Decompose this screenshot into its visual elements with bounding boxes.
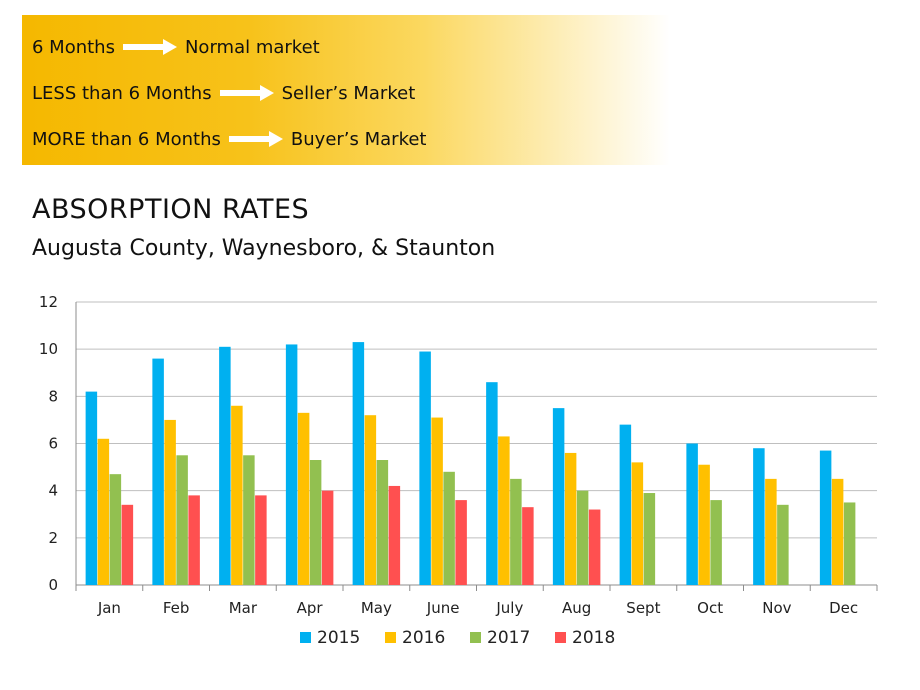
y-tick-label: 4 — [48, 482, 58, 500]
rule-result: Buyer’s Market — [290, 128, 427, 150]
y-tick-label: 2 — [48, 529, 58, 547]
x-tick-label: July — [495, 599, 523, 617]
bar-2015-Jan — [85, 391, 98, 585]
bar-2017-Nov — [777, 504, 789, 585]
legend-label-2016: 2016 — [402, 628, 445, 648]
market-legend-banner: 6 Months Normal market LESS than 6 Month… — [22, 15, 670, 165]
bar-2018-June — [455, 500, 467, 585]
x-tick-label: Sept — [626, 599, 660, 617]
x-tick-label: Aug — [562, 599, 591, 617]
rule-result: Normal market — [184, 36, 320, 58]
y-tick-label: 10 — [39, 340, 58, 358]
bar-2015-Sept — [619, 424, 632, 585]
bar-2016-Apr — [297, 412, 310, 585]
rule-condition: MORE than 6 Months — [32, 128, 221, 150]
bar-2015-Oct — [686, 443, 698, 585]
legend-swatch-2015 — [300, 632, 311, 643]
bar-2016-Sept — [631, 462, 644, 585]
right-arrow-icon — [219, 85, 274, 101]
bar-2016-Nov — [765, 478, 777, 585]
bar-2017-Oct — [710, 500, 722, 585]
legend-label-2017: 2017 — [487, 628, 530, 648]
legend-swatch-2018 — [555, 632, 566, 643]
legend-label-2018: 2018 — [572, 628, 615, 648]
x-tick-label: May — [361, 599, 392, 617]
bar-2015-June — [419, 351, 431, 585]
x-tick-label: Apr — [297, 599, 324, 617]
bar-2018-July — [522, 507, 534, 585]
legend-swatch-2016 — [385, 632, 396, 643]
bar-2017-Jan — [109, 474, 122, 585]
bar-2015-Dec — [819, 450, 832, 585]
bar-2015-Mar — [219, 346, 231, 585]
bar-2017-Aug — [576, 490, 589, 585]
bar-2015-Aug — [552, 408, 565, 585]
bar-2016-Mar — [231, 405, 243, 585]
x-tick-label: Nov — [762, 599, 791, 617]
x-tick-label: Dec — [829, 599, 858, 617]
right-arrow-icon — [122, 39, 177, 55]
rule-result: Seller’s Market — [281, 82, 416, 104]
rule-condition: LESS than 6 Months — [32, 82, 212, 104]
rule-buyers-market: MORE than 6 Months Buyer’s Market — [32, 124, 427, 154]
bar-2018-Apr — [321, 490, 334, 585]
legend-label-2015: 2015 — [317, 628, 360, 648]
bar-2015-May — [352, 342, 365, 585]
bar-2015-July — [486, 382, 498, 585]
bar-2017-July — [510, 478, 522, 585]
bar-2017-Sept — [643, 493, 656, 585]
bar-2016-July — [498, 436, 510, 585]
bar-2018-Aug — [588, 509, 601, 585]
bar-2017-Dec — [843, 502, 856, 585]
bar-2017-Apr — [309, 460, 322, 585]
bar-2016-Jan — [97, 438, 110, 585]
bar-2018-Mar — [255, 495, 267, 585]
bar-2018-May — [388, 485, 401, 585]
bar-2017-June — [443, 471, 455, 585]
rule-condition: 6 Months — [32, 36, 115, 58]
chart-title: ABSORPTION RATES — [32, 194, 310, 225]
x-tick-label: Feb — [163, 599, 190, 617]
chart-subtitle: Augusta County, Waynesboro, & Staunton — [32, 236, 496, 261]
y-tick-label: 8 — [48, 387, 58, 405]
y-tick-label: 12 — [39, 293, 58, 311]
rule-normal-market: 6 Months Normal market — [32, 32, 320, 62]
bar-2015-Nov — [753, 448, 765, 585]
x-tick-label: Jan — [97, 599, 121, 617]
bar-2017-Feb — [176, 455, 188, 585]
x-tick-label: Mar — [229, 599, 258, 617]
bar-2017-Mar — [243, 455, 255, 585]
x-tick-label: Oct — [697, 599, 723, 617]
bar-2015-Feb — [152, 358, 164, 585]
bar-2016-Aug — [564, 452, 577, 585]
bar-2017-May — [376, 460, 389, 585]
bar-2016-Dec — [831, 478, 844, 585]
bar-2016-Oct — [698, 464, 710, 585]
y-tick-label: 0 — [48, 576, 58, 594]
bar-2015-Apr — [285, 344, 298, 585]
x-tick-label: June — [426, 599, 460, 617]
bar-2018-Jan — [121, 504, 134, 585]
bar-2016-May — [364, 415, 377, 585]
bar-2016-June — [431, 417, 443, 585]
bar-2016-Feb — [164, 419, 176, 585]
y-tick-label: 6 — [48, 435, 58, 453]
rule-sellers-market: LESS than 6 Months Seller’s Market — [32, 78, 415, 108]
right-arrow-icon — [228, 131, 283, 147]
bar-2018-Feb — [188, 495, 200, 585]
legend-swatch-2017 — [470, 632, 481, 643]
